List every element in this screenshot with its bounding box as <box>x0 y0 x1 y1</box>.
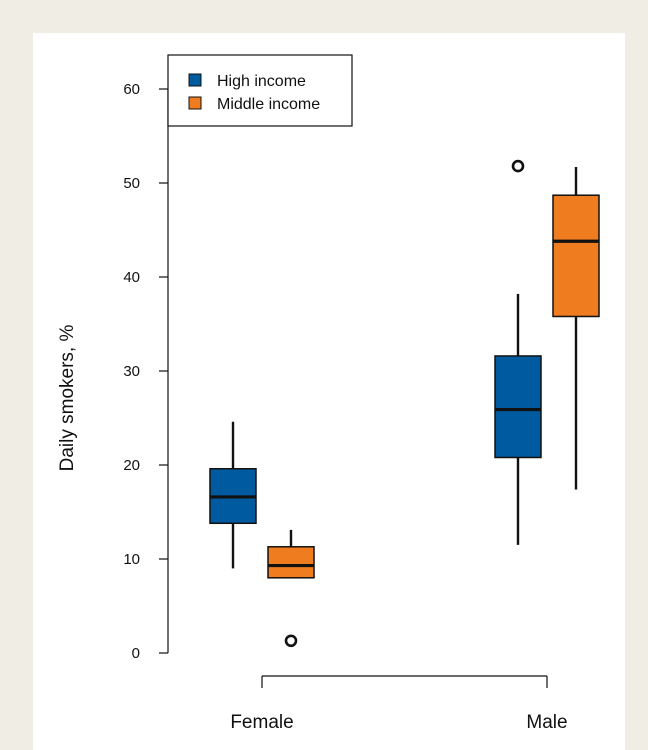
outlier-point <box>284 634 298 648</box>
box-middle-income-male <box>552 167 600 490</box>
legend: High income Middle income <box>167 54 353 127</box>
boxplot-chart: 0 10 20 30 40 50 60 Female Male Daily smokers, … <box>57 54 600 733</box>
x-axis: Female Male <box>230 675 568 733</box>
x-tick-label-female: Female <box>230 712 293 733</box>
y-tick-label-20: 20 <box>123 457 140 474</box>
box-body <box>494 355 542 459</box>
chart-panel: 0 10 20 30 40 50 60 Female Male Daily smokers, … <box>33 33 625 750</box>
legend-box <box>167 54 353 127</box>
outlier-point <box>511 159 525 173</box>
box-high-income-male <box>494 159 542 545</box>
legend-swatch-middle-income <box>188 96 202 110</box>
box-middle-income-female <box>267 529 315 648</box>
box-body <box>267 546 315 579</box>
y-tick-label-50: 50 <box>123 175 140 192</box>
boxes <box>209 159 600 648</box>
y-tick-label-0: 0 <box>132 645 140 662</box>
y-tick-label-60: 60 <box>123 81 140 98</box>
y-axis: 0 10 20 30 40 50 60 <box>123 81 169 662</box>
y-tick-label-40: 40 <box>123 269 140 286</box>
y-tick-label-10: 10 <box>123 551 140 568</box>
y-axis-title: Daily smokers, % <box>57 325 78 472</box>
y-tick-label-30: 30 <box>123 363 140 380</box>
legend-label-high-income: High income <box>217 73 306 90</box>
legend-swatch-high-income <box>188 73 202 87</box>
box-body <box>552 194 600 318</box>
x-tick-label-male: Male <box>526 712 567 733</box>
box-high-income-female <box>209 421 257 569</box>
legend-label-middle-income: Middle income <box>217 96 320 113</box>
